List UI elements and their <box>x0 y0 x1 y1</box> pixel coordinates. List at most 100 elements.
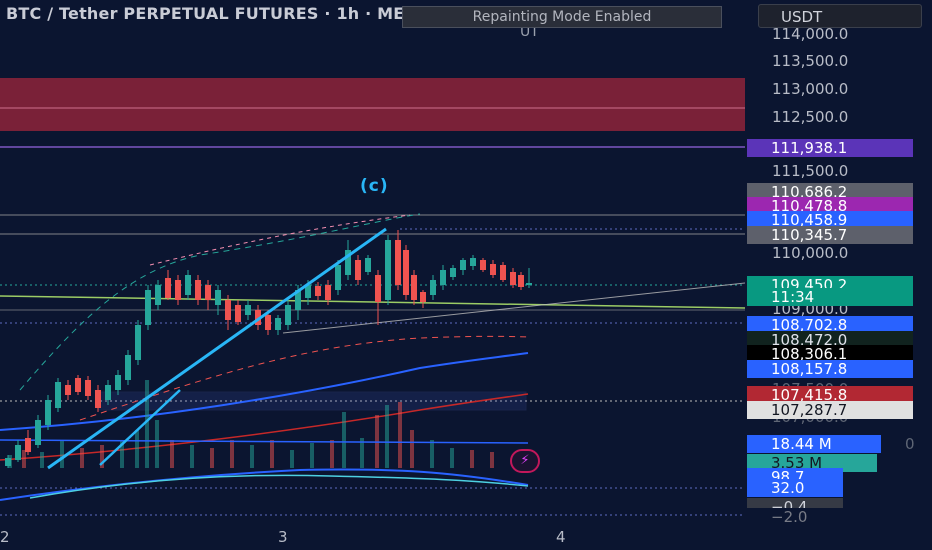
candle-body-51 <box>510 272 516 285</box>
candle-body-19 <box>195 280 201 300</box>
candle-body-44 <box>440 270 446 285</box>
price-label-10: 108,157.8 <box>747 360 913 378</box>
candle-body-31 <box>315 286 321 296</box>
candle-body-26 <box>265 315 271 330</box>
currency-selector[interactable]: USDT <box>758 4 922 28</box>
candle-body-7 <box>75 378 81 392</box>
time-label-3: 3 <box>278 528 288 546</box>
candle-body-39 <box>395 240 401 285</box>
ma-blue <box>0 352 529 431</box>
candle-body-16 <box>165 278 171 298</box>
candle-body-28 <box>285 305 291 325</box>
candle-body-23 <box>235 305 241 322</box>
tick-113500: 113,500.0 <box>772 52 849 70</box>
candle-body-38 <box>385 240 391 300</box>
candle-body-13 <box>135 325 141 360</box>
price-label-16: 32.0 <box>747 479 843 497</box>
dashed-upper <box>19 213 421 391</box>
tick-114000: 114,000.0 <box>772 25 849 43</box>
symbol-title[interactable]: BTC / Tether PERPETUAL FUTURES · 1h · ME… <box>6 4 429 23</box>
wave-trendline <box>47 227 387 470</box>
price-chart[interactable] <box>0 0 745 550</box>
candle-body-27 <box>275 318 281 330</box>
candle-body-8 <box>85 380 91 396</box>
candle-body-41 <box>411 275 417 300</box>
price-label-4: 110,345.7 <box>747 226 913 244</box>
grey-trend-line <box>282 282 745 334</box>
volume-ma <box>0 439 529 444</box>
candle-body-53 <box>526 283 532 285</box>
candle-body-20 <box>205 285 211 300</box>
tick-113000: 113,000.0 <box>772 80 849 98</box>
price-label-18: −2.0 <box>747 508 843 526</box>
candle-body-49 <box>490 264 496 275</box>
price-label-3: 110,458.9 <box>747 211 913 229</box>
candle-body-35 <box>355 260 361 280</box>
candle-body-22 <box>225 300 231 320</box>
candle-body-29 <box>295 290 301 310</box>
candle-body-12 <box>125 355 131 380</box>
candle-body-50 <box>500 265 506 280</box>
oscillator-cyan <box>29 474 529 499</box>
candle-body-48 <box>480 260 486 270</box>
candle-body-11 <box>115 375 121 390</box>
candle-body-42 <box>420 292 426 302</box>
ma-red <box>0 393 529 461</box>
candle-body-1 <box>15 445 21 460</box>
candle-body-4 <box>45 400 51 425</box>
price-label-14: 3.53 M <box>747 454 877 472</box>
candle-body-15 <box>155 285 161 305</box>
price-label-1: 110,686.2 <box>747 183 913 201</box>
tick-111500: 111,500.0 <box>772 162 849 180</box>
price-label-12: 107,287.7 <box>747 401 913 419</box>
lightning-icon[interactable]: ⚡ <box>510 449 540 473</box>
candle-body-34 <box>345 250 351 275</box>
candle-body-36 <box>365 258 371 272</box>
candle-body-52 <box>518 275 524 287</box>
candle-body-30 <box>305 285 311 298</box>
time-label-2: 2 <box>0 528 10 546</box>
candle-body-5 <box>55 382 61 408</box>
candle-body-24 <box>245 305 251 315</box>
candle-body-43 <box>430 280 436 295</box>
candles <box>5 230 532 468</box>
indicator-label: UT <box>520 24 539 40</box>
dashed-pink-lower <box>79 335 529 421</box>
oscillator-blue <box>0 468 529 501</box>
price-label-6: 11:34 <box>747 288 913 306</box>
candle-body-3 <box>35 420 41 445</box>
resistance-zone <box>0 78 745 131</box>
candle-body-18 <box>185 275 191 295</box>
candle-body-33 <box>335 265 341 290</box>
candle-body-25 <box>255 310 261 325</box>
price-label-7: 108,702.8 <box>747 316 913 334</box>
candle-body-32 <box>325 285 331 300</box>
wave-label: (c) <box>360 176 389 196</box>
price-label-11: 107,415.8 <box>747 386 913 404</box>
candle-body-9 <box>95 390 101 408</box>
candle-body-6 <box>65 385 71 395</box>
price-label-8: 108,472.0 <box>747 331 913 349</box>
wave-trendline-2 <box>99 389 181 466</box>
candle-body-47 <box>470 258 476 266</box>
time-label-4: 4 <box>556 528 566 546</box>
candle-body-21 <box>215 290 221 305</box>
green-line <box>0 295 745 309</box>
candle-body-46 <box>460 260 466 270</box>
tick-110000: 110,000.0 <box>772 244 849 262</box>
candle-body-2 <box>25 438 31 452</box>
candle-body-10 <box>105 385 111 400</box>
candle-body-37 <box>375 275 381 302</box>
price-label-2: 110,478.8 <box>747 197 913 215</box>
tick-112500: 112,500.0 <box>772 108 849 126</box>
candle-body-17 <box>175 280 181 300</box>
candle-body-40 <box>403 250 409 295</box>
candle-body-45 <box>450 268 456 277</box>
candle-body-14 <box>145 290 151 325</box>
repainting-badge: Repainting Mode Enabled <box>402 6 722 28</box>
price-label-0: 111,938.1 <box>747 139 913 157</box>
price-label-13: 18.44 M <box>747 435 881 453</box>
price-label-9: 108,306.1 <box>747 345 913 363</box>
tick-zero: 0 <box>905 435 915 453</box>
dashed-pink-upper <box>149 214 411 266</box>
